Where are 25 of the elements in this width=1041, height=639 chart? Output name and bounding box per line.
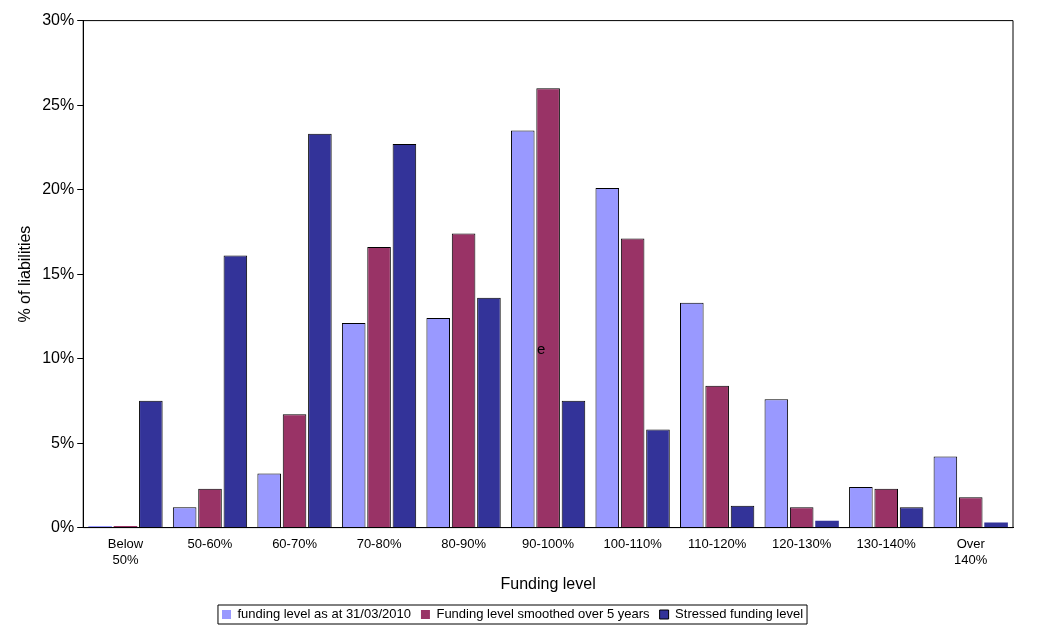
y-axis-title: % of liabilities [16, 225, 34, 323]
y-tick-label: 30% [42, 11, 75, 29]
x-tick-label: 130-140% [856, 535, 917, 551]
x-tick-label: Below 50% [107, 535, 144, 567]
x-tick-label: 90-100% [522, 535, 575, 551]
x-tick-label: 80-90% [441, 535, 487, 551]
x-tick-label: 100-110% [603, 535, 663, 551]
y-tick-label: 25% [42, 95, 75, 113]
x-tick-label: Over 140% [954, 535, 988, 567]
x-tick-label: 50-60% [187, 535, 233, 551]
legend-label: funding level as at 31/03/2010 [237, 606, 411, 622]
legend-label: Stressed funding level [675, 606, 804, 622]
x-tick-label: 70-80% [356, 535, 402, 551]
annotation: e [536, 340, 546, 358]
y-tick-label: 15% [42, 264, 75, 282]
legend-label: Funding level smoothed over 5 years [436, 606, 651, 622]
x-tick-label: 60-70% [272, 535, 318, 551]
y-tick-label: 20% [42, 180, 75, 198]
y-tick-label: 5% [51, 433, 75, 451]
x-tick-label: 110-120% [688, 535, 747, 551]
x-tick-label: 120-130% [772, 535, 832, 551]
y-tick-label: 10% [42, 349, 75, 367]
x-axis-title: Funding level [500, 574, 596, 592]
y-tick-label: 0% [51, 518, 75, 536]
bar [815, 520, 839, 528]
